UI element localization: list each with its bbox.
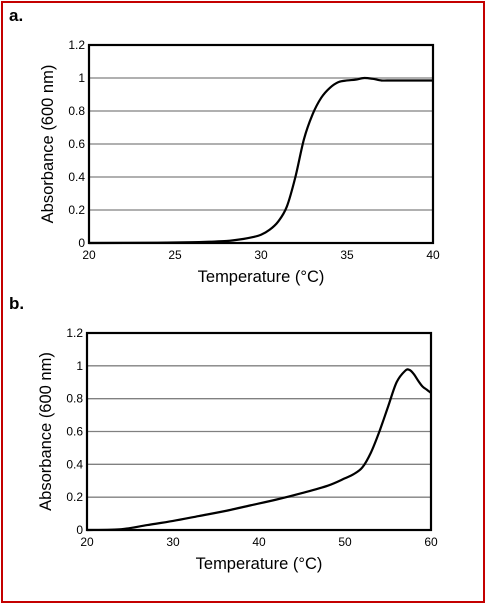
y-tick-label: 0.4	[68, 170, 85, 184]
x-tick-label: 30	[254, 248, 268, 262]
y-tick-label: 0	[76, 523, 83, 537]
panel-b-y-tick-labels: 0 0.2 0.4 0.6 0.8 1 1.2	[66, 326, 83, 537]
panel-b-y-axis-title: Absorbance (600 nm)	[37, 352, 55, 511]
x-tick-label: 35	[340, 248, 354, 262]
panel-a-series-line	[88, 76, 433, 245]
panel-a-y-tick-labels: 0 0.2 0.4 0.6 0.8 1 1.2	[68, 38, 85, 250]
y-tick-label: 1	[76, 359, 83, 373]
x-tick-label: 40	[252, 535, 266, 549]
y-tick-label: 1.2	[66, 326, 83, 340]
y-tick-label: 1	[78, 71, 85, 85]
panel-b-series-line	[86, 368, 432, 532]
panel-a-x-axis-title: Temperature (°C)	[198, 268, 325, 286]
panel-b-label: b.	[9, 294, 24, 313]
x-tick-label: 20	[80, 535, 94, 549]
panel-b-chart: b. 0 0.2 0.4 0.6 0.8 1 1.2 20 30 40 50 60 Temperat…	[9, 294, 438, 573]
y-tick-label: 0.4	[66, 457, 83, 471]
panel-a-gridlines	[89, 44, 433, 244]
y-tick-label: 0.8	[68, 104, 85, 118]
panel-a-x-tick-labels: 20 25 30 35 40	[82, 248, 440, 262]
panel-b-plot-border	[85, 331, 433, 532]
x-tick-label: 25	[168, 248, 182, 262]
x-tick-label: 50	[338, 535, 352, 549]
x-tick-label: 40	[426, 248, 440, 262]
panel-a-chart: a. 0 0.2 0.4 0.6 0.8 1 1.2 20 25 30 35 40 Temperat…	[9, 6, 440, 286]
x-tick-label: 30	[166, 535, 180, 549]
y-tick-label: 1.2	[68, 38, 85, 52]
panel-a-plot-border	[87, 43, 435, 245]
y-tick-label: 0.2	[66, 490, 83, 504]
panel-b-x-axis-title: Temperature (°C)	[196, 555, 323, 573]
panel-a-label: a.	[9, 6, 23, 25]
y-tick-label: 0.6	[68, 137, 85, 151]
panel-b-x-tick-labels: 20 30 40 50 60	[80, 535, 438, 549]
figure-canvas: a. 0 0.2 0.4 0.6 0.8 1 1.2 20 25 30 35 40 Temperat…	[9, 6, 440, 573]
x-tick-label: 60	[424, 535, 438, 549]
y-tick-label: 0.2	[68, 203, 85, 217]
y-tick-label: 0	[78, 236, 85, 250]
x-tick-label: 20	[82, 248, 96, 262]
y-tick-label: 0.8	[66, 392, 83, 406]
panel-a-y-axis-title: Absorbance (600 nm)	[39, 65, 57, 224]
y-tick-label: 0.6	[66, 425, 83, 439]
